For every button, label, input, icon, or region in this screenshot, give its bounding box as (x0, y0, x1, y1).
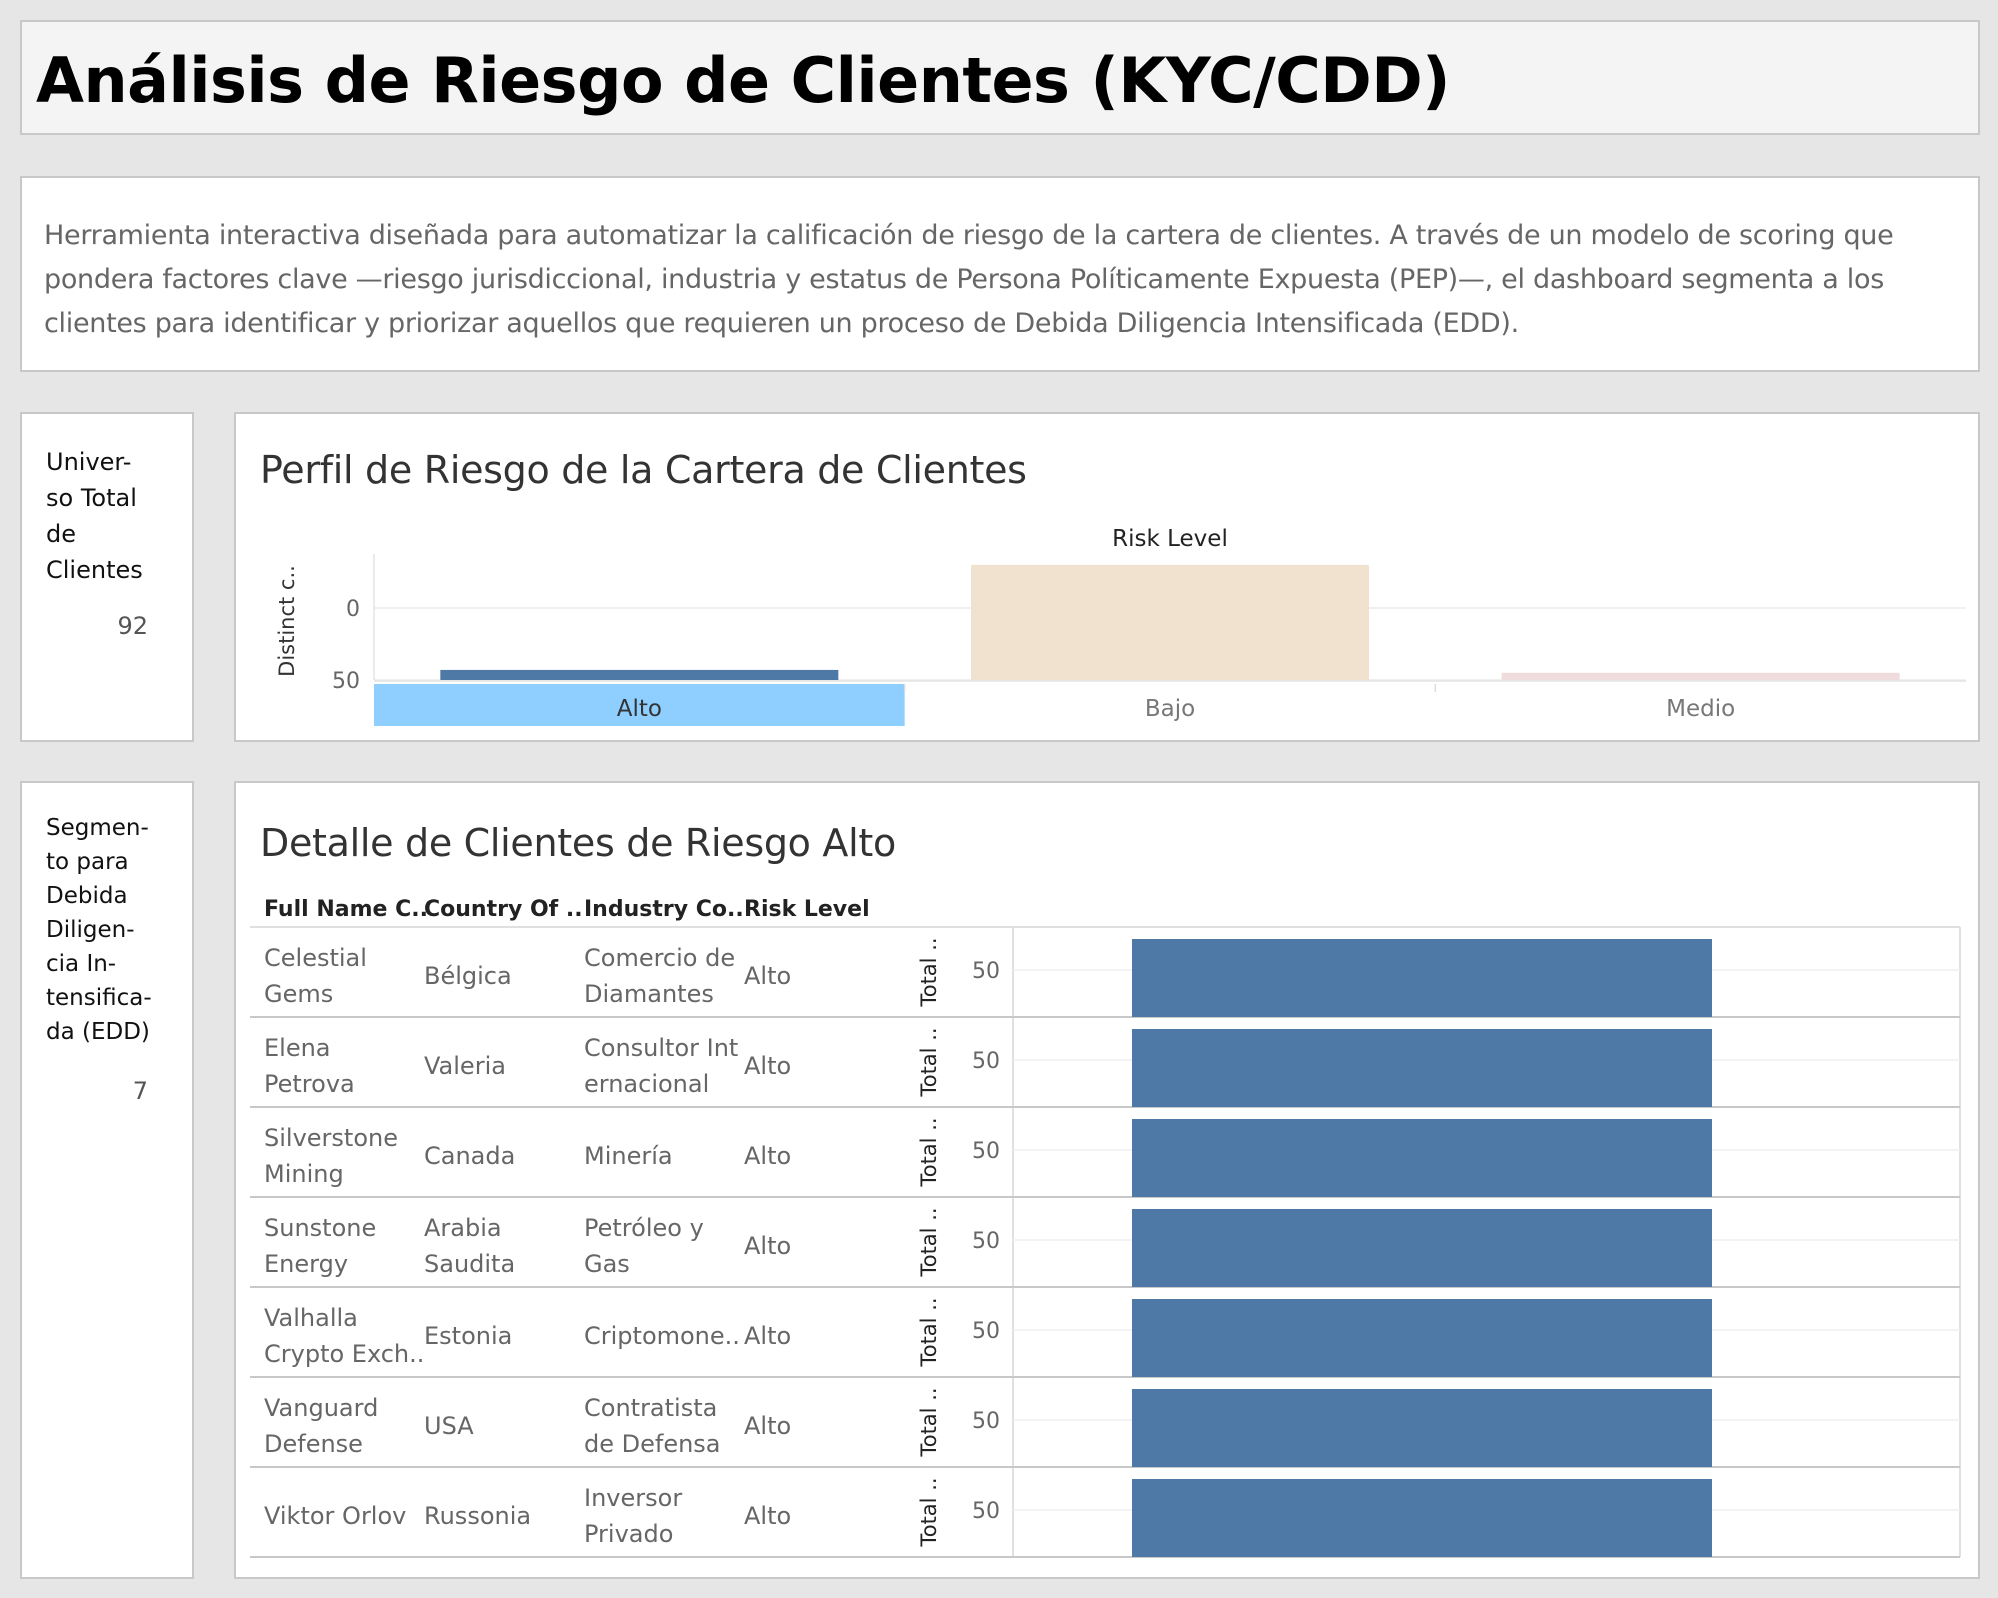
col-header-industry[interactable]: Industry Co.. (584, 897, 744, 922)
row-tick-label: 50 (972, 1319, 1000, 1344)
bar-medio (1501, 672, 1900, 680)
high-risk-detail-panel: Detalle de Clientes de Riesgo Alto Full … (234, 781, 1980, 1579)
title-panel: Análisis de Riesgo de Clientes (KYC/CDD) (20, 20, 1980, 135)
risk-level-cell: Alto (744, 1052, 792, 1080)
risk-level-header: Risk Level (1112, 526, 1228, 552)
industry-cell: Comercio de Diamantes (584, 944, 736, 1008)
client-total-bar (1132, 1389, 1712, 1467)
x-label-bajo: Bajo (1145, 696, 1195, 722)
kpi-total-clients: Univer- so Total de Clientes 92 (20, 412, 194, 742)
measure-axis-label: Total .. (917, 1117, 941, 1187)
client-total-bar (1132, 939, 1712, 1017)
measure-axis-label: Total .. (917, 1297, 941, 1367)
kpi-edd-segment: Segmen- to para Debida Diligen- cia In- … (20, 781, 194, 1579)
row-tick-label: 50 (972, 1499, 1000, 1524)
col-header-risk-level[interactable]: Risk Level (744, 897, 870, 922)
country-cell: Canada (424, 1142, 516, 1170)
industry-cell: Inversor Privado (584, 1484, 683, 1548)
country-cell: Arabia Saudita (424, 1214, 516, 1278)
row-tick-label: 50 (972, 1409, 1000, 1434)
industry-cell: Criptomone.. (584, 1322, 740, 1350)
client-name-cell: Silverstone Mining (264, 1124, 398, 1188)
bar-alto (440, 669, 839, 680)
risk-chart-title: Perfil de Riesgo de la Cartera de Client… (260, 448, 1027, 492)
client-name-cell: Elena Petrova (264, 1034, 355, 1098)
client-name-cell: Sunstone Energy (264, 1214, 377, 1278)
country-cell: Russonia (424, 1502, 532, 1530)
selected-category-highlight (374, 684, 905, 726)
country-cell: Estonia (424, 1322, 513, 1350)
bar-bajo (971, 564, 1369, 680)
client-name-cell: Celestial Gems (264, 944, 367, 1008)
client-name-cell: Valhalla Crypto Exch.. (264, 1304, 425, 1368)
measure-axis-label: Total .. (917, 1477, 941, 1547)
measure-axis-label: Total .. (917, 1027, 941, 1097)
dashboard-description: Herramienta interactiva diseñada para au… (44, 220, 1894, 339)
y-axis-label: Distinct c.. (275, 565, 299, 677)
industry-cell: Consultor Int ernacional (584, 1034, 739, 1098)
industry-cell: Contratista de Defensa (584, 1394, 721, 1458)
country-cell: USA (424, 1412, 474, 1440)
row-tick-label: 50 (972, 1229, 1000, 1254)
col-header-full-name[interactable]: Full Name C.. (264, 897, 428, 922)
kpi-total-label: Univer- so Total de Clientes (46, 448, 143, 584)
industry-cell: Petróleo y Gas (584, 1214, 704, 1278)
country-cell: Bélgica (424, 962, 512, 990)
detail-bar-chart[interactable]: 50 Total .. 50 Total .. 50 Total .. 50 Total ..… (236, 783, 1978, 1577)
risk-level-cell: Alto (744, 1412, 792, 1440)
risk-level-cell: Alto (744, 1232, 792, 1260)
col-header-country[interactable]: Country Of .. (424, 897, 583, 922)
risk-level-cell: Alto (744, 1142, 792, 1170)
row-tick-label: 50 (972, 1139, 1000, 1164)
row-tick-label: 50 (972, 959, 1000, 984)
client-total-bar (1132, 1209, 1712, 1287)
client-total-bar (1132, 1299, 1712, 1377)
risk-level-cell: Alto (744, 1322, 792, 1350)
country-cell: Valeria (424, 1052, 506, 1080)
measure-axis-label: Total .. (917, 937, 941, 1007)
kpi-total-value: 92 (117, 612, 148, 640)
risk-profile-chart-panel: Perfil de Riesgo de la Cartera de Client… (234, 412, 1980, 742)
measure-axis-label: Total .. (917, 1387, 941, 1457)
client-name-cell: Vanguard Defense (264, 1394, 379, 1458)
measure-axis-label: Total .. (917, 1207, 941, 1277)
risk-level-cell: Alto (744, 1502, 792, 1530)
dashboard-title: Análisis de Riesgo de Clientes (KYC/CDD) (36, 44, 1451, 117)
client-name-cell: Viktor Orlov (264, 1502, 407, 1530)
description-panel: Herramienta interactiva diseñada para au… (20, 176, 1980, 372)
client-total-bar (1132, 1029, 1712, 1107)
y-tick-label: 0 (346, 597, 360, 622)
x-label-medio: Medio (1666, 696, 1735, 722)
risk-profile-chart[interactable]: Risk Level Distinct c.. 50 0 Alto Bajo Medio (236, 414, 1978, 740)
client-total-bar (1132, 1479, 1712, 1557)
y-tick-label: 50 (332, 669, 360, 694)
kpi-edd-label: Segmen- to para Debida Diligen- cia In- … (46, 815, 152, 1045)
industry-cell: Minería (584, 1142, 673, 1170)
row-tick-label: 50 (972, 1049, 1000, 1074)
kpi-edd-value: 7 (132, 1077, 148, 1105)
detail-table-title: Detalle de Clientes de Riesgo Alto (260, 821, 896, 865)
risk-level-cell: Alto (744, 962, 792, 990)
x-label-alto: Alto (617, 696, 662, 722)
client-total-bar (1132, 1119, 1712, 1197)
